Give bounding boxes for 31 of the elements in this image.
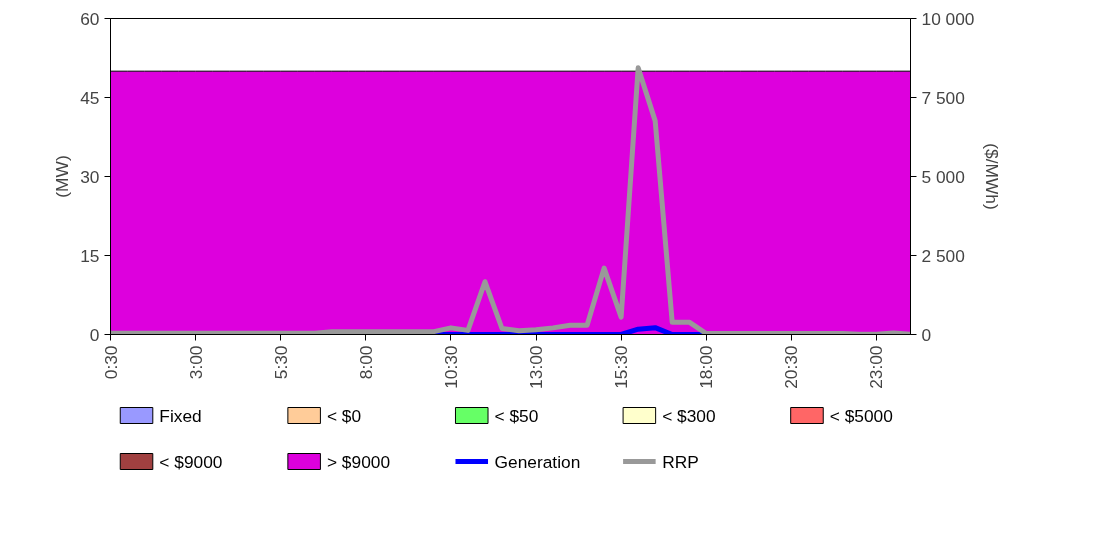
y-tick-label: 30 bbox=[80, 166, 100, 187]
legend-label: < $300 bbox=[662, 405, 716, 426]
y-axis-title: (MW) bbox=[52, 155, 73, 198]
y2-tick-label: 0 bbox=[921, 324, 932, 345]
x-tick-label: 15:30 bbox=[611, 345, 632, 389]
legend-label: < $50 bbox=[494, 405, 539, 426]
legend-label: < $9000 bbox=[159, 451, 223, 472]
y2-tick-label: 2 500 bbox=[921, 245, 965, 266]
y2-tick-label: 10 000 bbox=[921, 8, 975, 29]
x-tick-label: 13:00 bbox=[526, 345, 547, 389]
y-tick-label: 60 bbox=[80, 8, 100, 29]
x-tick-label: 20:30 bbox=[781, 345, 802, 389]
y-tick-label: 0 bbox=[89, 324, 100, 345]
x-tick-label: 5:30 bbox=[270, 345, 291, 380]
x-tick-label: 3:00 bbox=[185, 345, 206, 380]
y2-tick-label: 5 000 bbox=[921, 166, 965, 187]
y2-axis-title: ($/MWh) bbox=[982, 143, 1003, 210]
legend-label: < $0 bbox=[326, 405, 362, 426]
x-tick-label: 23:00 bbox=[866, 345, 887, 389]
legend-label: RRP bbox=[662, 451, 699, 472]
x-tick-label: 0:30 bbox=[100, 345, 121, 380]
y-tick-label: 15 bbox=[80, 245, 100, 266]
x-tick-label: 10:30 bbox=[440, 345, 461, 389]
y2-tick-label: 7 500 bbox=[921, 87, 965, 108]
legend-label: Generation bbox=[494, 451, 581, 472]
legend-label: < $5000 bbox=[829, 405, 893, 426]
x-tick-label: 18:00 bbox=[696, 345, 717, 389]
x-tick-label: 8:00 bbox=[355, 345, 376, 380]
y-tick-label: 45 bbox=[80, 87, 100, 108]
legend-label: Fixed bbox=[159, 405, 202, 426]
legend-label: > $9000 bbox=[326, 451, 391, 472]
